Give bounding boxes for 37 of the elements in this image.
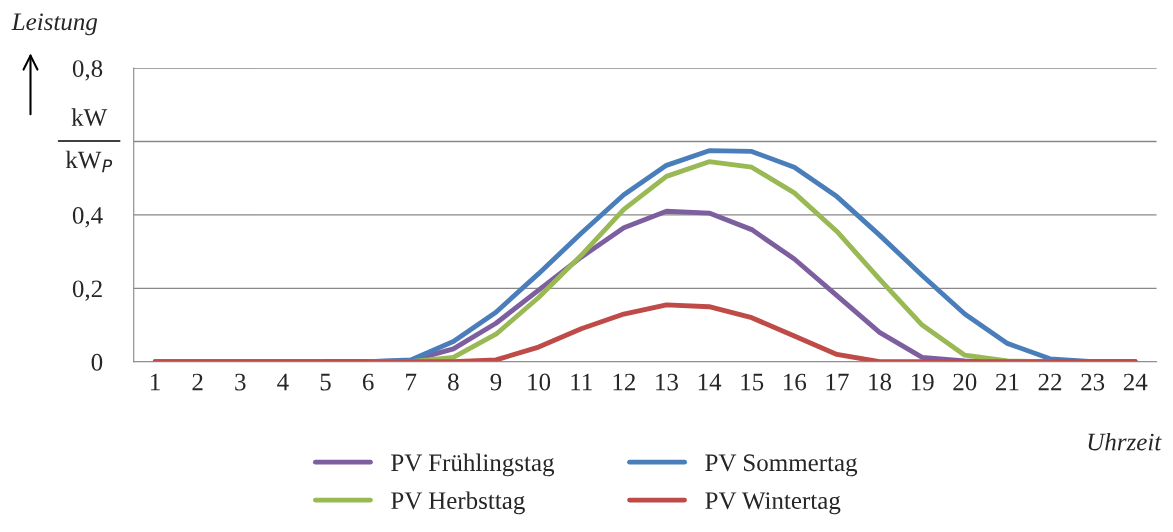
x-tick-label: 21 bbox=[996, 373, 1019, 391]
x-tick-label: 24 bbox=[1123, 373, 1148, 391]
y-tick-label: 0,4 bbox=[72, 206, 103, 228]
x-tick-label: 19 bbox=[911, 373, 934, 391]
x-tick-label: 14 bbox=[698, 373, 722, 391]
x-tick-label: 18 bbox=[869, 373, 892, 391]
x-tick-label: 6 bbox=[362, 373, 374, 391]
x-tick-label: 5 bbox=[320, 373, 331, 391]
text: kW bbox=[71, 108, 108, 127]
x-tick-label: 17 bbox=[826, 373, 849, 391]
x-tick-label: 1 bbox=[150, 373, 160, 391]
legend-label: PV Sommertag bbox=[705, 454, 858, 477]
y-tick-label: 0,2 bbox=[72, 280, 102, 301]
x-tick-label: 23 bbox=[1081, 373, 1105, 391]
y-tick-label: 0 bbox=[91, 353, 103, 371]
y-axis-title: Leistung bbox=[11, 13, 98, 36]
x-tick-label: 9 bbox=[490, 373, 502, 391]
x-tick-label: 2 bbox=[192, 373, 203, 391]
x-tick-label: 20 bbox=[953, 373, 977, 391]
y-tick-label: 0,8 bbox=[72, 60, 103, 81]
x-tick-label: 22 bbox=[1038, 373, 1062, 391]
x-axis-title: Uhrzeit bbox=[1088, 432, 1162, 451]
legend-label: PV Wintertag bbox=[705, 492, 841, 515]
x-tick-label: 16 bbox=[784, 373, 807, 391]
x-tick-label: 12 bbox=[613, 373, 635, 391]
legend-label: PV Frühlingstag bbox=[391, 453, 555, 477]
x-tick-label: 8 bbox=[448, 373, 459, 391]
legend-label: PV Herbsttag bbox=[391, 491, 525, 515]
line-series bbox=[152, 302, 1138, 362]
x-tick-label: 13 bbox=[656, 373, 678, 391]
x-tick-label: 10 bbox=[528, 373, 551, 391]
x-tick-label: 4 bbox=[277, 373, 289, 391]
x-tick-label: 7 bbox=[406, 373, 417, 391]
x-tick-label: 15 bbox=[741, 373, 764, 391]
x-tick-label: 3 bbox=[235, 373, 246, 391]
text: kW$_{P}$ bbox=[65, 150, 113, 173]
x-tick-label: 11 bbox=[571, 373, 592, 391]
